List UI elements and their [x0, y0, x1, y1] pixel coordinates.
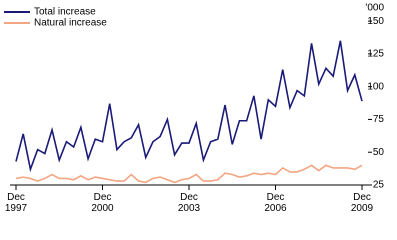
- legend-label: Total increase: [34, 7, 96, 18]
- y-tick-label: 50: [373, 147, 385, 158]
- y-tick-label: 25: [373, 180, 385, 191]
- y-tick-label: 125: [367, 49, 384, 60]
- chart: '000 25 50 75 100 125 150 Total increase Natura…: [4, 3, 385, 214]
- x-tick-label: Dec 2009: [350, 192, 374, 214]
- x-tick-label: Dec 2006: [264, 192, 287, 214]
- series-line: [15, 40, 363, 173]
- unit-label: '000: [365, 3, 384, 14]
- x-tick-label: Dec 1997: [4, 192, 28, 214]
- y-tick-label: 75: [373, 114, 385, 125]
- x-tick-label: Dec 2003: [177, 192, 201, 214]
- y-tick-label: 150: [367, 16, 384, 27]
- x-tick-label: Dec 2000: [91, 192, 114, 214]
- legend-label: Natural increase: [34, 18, 107, 29]
- series-line: [15, 164, 363, 184]
- y-tick-label: 100: [367, 81, 384, 92]
- chart-svg: '000 25 50 75 100 125 150 Total increaseNatura…: [4, 3, 385, 191]
